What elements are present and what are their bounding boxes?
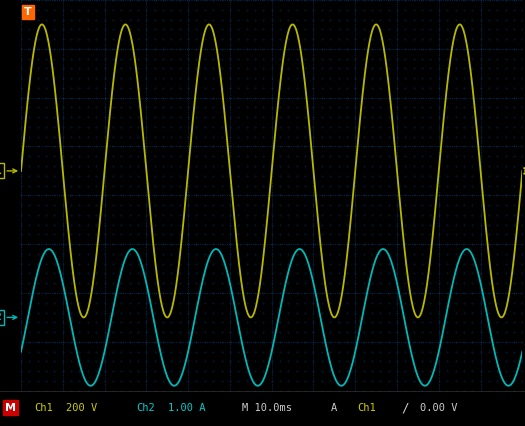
Text: 2: 2: [0, 312, 17, 322]
Text: 0.00 V: 0.00 V: [420, 403, 457, 413]
Text: T: T: [24, 7, 32, 17]
Text: M 10.0ms: M 10.0ms: [242, 403, 291, 413]
Text: M: M: [5, 403, 16, 413]
Text: Ch2: Ch2: [136, 403, 155, 413]
Text: 200 V: 200 V: [66, 403, 97, 413]
Text: Ch1: Ch1: [34, 403, 53, 413]
Text: /: /: [402, 401, 409, 414]
Text: 1.00 A: 1.00 A: [168, 403, 205, 413]
Text: A: A: [331, 403, 337, 413]
Text: 1: 1: [0, 166, 17, 176]
Text: Ch1: Ch1: [357, 403, 376, 413]
